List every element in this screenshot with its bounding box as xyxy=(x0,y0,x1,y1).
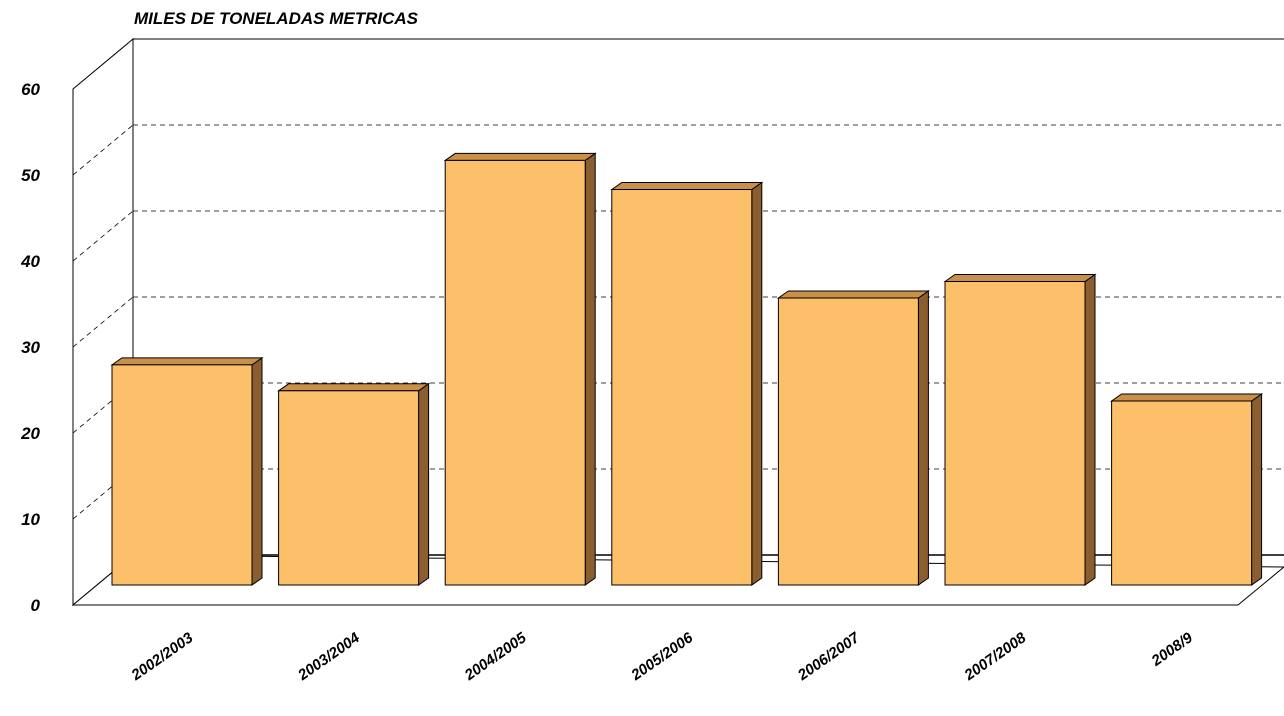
bar-front xyxy=(777,297,919,586)
x-tick-label: 2008/9 xyxy=(1148,629,1197,670)
bar-side xyxy=(751,181,763,586)
x-tick-label: 2002/2003 xyxy=(128,629,197,685)
x-tick-label: 2005/2006 xyxy=(627,629,696,685)
bar xyxy=(277,382,431,586)
bar-top xyxy=(277,383,431,392)
bar-front xyxy=(111,364,253,586)
bar-top xyxy=(110,357,264,366)
bar-front xyxy=(278,390,420,586)
y-axis-labels: 0 10 20 30 40 50 60 xyxy=(20,80,40,615)
y-tick-label: 50 xyxy=(21,166,40,185)
bar xyxy=(110,356,264,586)
bar xyxy=(943,273,1097,586)
bar-side xyxy=(1251,393,1263,586)
bar xyxy=(776,290,930,586)
y-tick-label: 10 xyxy=(21,510,40,529)
y-tick-label: 0 xyxy=(31,596,41,615)
gridline-diagonal xyxy=(72,124,134,176)
chart-title: MILES DE TONELADAS METRICAS xyxy=(134,9,419,28)
x-tick-label: 2003/2004 xyxy=(294,629,363,685)
bar xyxy=(610,181,764,586)
bar-front xyxy=(444,159,586,586)
bar-side xyxy=(917,290,929,586)
gridline-diagonal xyxy=(72,210,134,262)
bar-front xyxy=(1111,400,1253,586)
bar xyxy=(443,152,597,586)
y-tick-label: 60 xyxy=(21,80,40,99)
bar-top xyxy=(1110,393,1264,402)
bar-side xyxy=(584,152,596,586)
bar-side xyxy=(418,382,430,586)
x-tick-label: 2004/2005 xyxy=(461,629,530,685)
bar-side xyxy=(1084,273,1096,586)
x-tick-label: 2006/2007 xyxy=(794,629,863,685)
x-tick-label: 2007/2008 xyxy=(961,629,1030,685)
y-tick-label: 20 xyxy=(20,424,40,443)
y-tick-label: 30 xyxy=(21,338,40,357)
x-axis-labels: 2002/2003 2003/2004 2004/2005 2005/2006 2006… xyxy=(128,629,1197,685)
bar-front xyxy=(944,281,1086,586)
bar-top xyxy=(443,152,597,161)
gridline-diagonal xyxy=(72,296,134,348)
bar-front xyxy=(611,189,753,586)
bar-top xyxy=(610,182,764,191)
bar-top xyxy=(943,274,1097,283)
bar-top xyxy=(776,290,930,299)
bar-side xyxy=(251,356,263,586)
y-tick-label: 40 xyxy=(20,252,40,271)
bar xyxy=(1110,393,1264,586)
bars xyxy=(110,152,1264,586)
